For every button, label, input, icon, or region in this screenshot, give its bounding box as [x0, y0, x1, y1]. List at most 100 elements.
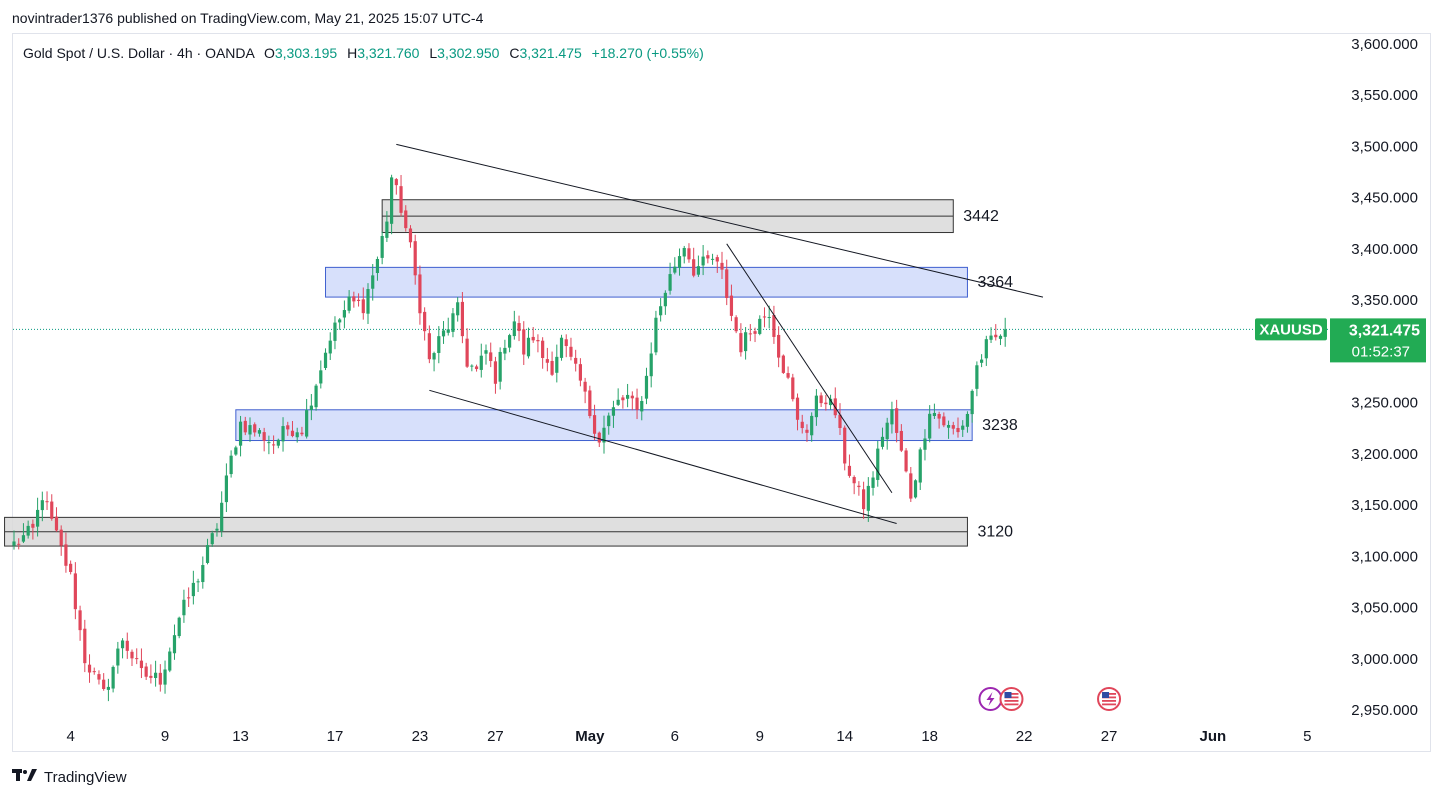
- candle-body: [54, 516, 59, 531]
- candle-body: [626, 394, 630, 399]
- candle-body: [597, 432, 601, 443]
- candle-body: [50, 501, 54, 519]
- candle-body: [498, 351, 502, 382]
- candle-body: [404, 210, 408, 229]
- last-price-tag: [1330, 318, 1426, 363]
- candle-body: [843, 427, 847, 464]
- candle-body: [64, 544, 68, 566]
- candle-body: [725, 269, 729, 298]
- candle-body: [659, 306, 663, 316]
- candle-body: [588, 390, 592, 417]
- candle-body: [734, 317, 738, 332]
- low-value: 3,302.950: [437, 45, 500, 61]
- candle-body: [710, 258, 715, 260]
- candle-body: [281, 426, 285, 442]
- y-axis-tick-label: 3,050.000: [1351, 600, 1418, 617]
- candle-body: [276, 439, 280, 446]
- x-axis-tick-label: Jun: [1200, 728, 1227, 745]
- candle-body: [578, 364, 582, 381]
- candle-body: [78, 610, 82, 631]
- candle-body: [187, 597, 191, 599]
- candle-body: [791, 377, 795, 400]
- candle-body: [338, 319, 342, 323]
- us-flag-icon-stripe: [1102, 703, 1117, 706]
- tradingview-brand[interactable]: TradingView: [12, 768, 127, 786]
- candle-body: [73, 573, 77, 610]
- candle-body: [555, 356, 559, 373]
- trendline-1: [396, 143, 1044, 298]
- candle-body: [928, 413, 932, 439]
- candle-body: [838, 414, 842, 428]
- candle-body: [116, 648, 120, 666]
- candle-body: [866, 485, 870, 511]
- zone-3364: [325, 266, 968, 298]
- candle-body: [512, 321, 516, 337]
- candle-body: [847, 465, 852, 476]
- zone-label-3364: 3364: [977, 274, 1013, 291]
- candle-body: [385, 221, 389, 238]
- candle-body: [673, 266, 677, 273]
- candle-body: [371, 275, 375, 289]
- us-flag-icon-canton: [1004, 692, 1012, 698]
- candle-body: [83, 628, 87, 664]
- candle-body: [607, 415, 611, 427]
- candle-body: [895, 408, 899, 433]
- candle-body: [654, 317, 658, 353]
- tradingview-brand-text: TradingView: [44, 768, 127, 786]
- candle-body: [937, 413, 941, 419]
- candle-body: [135, 658, 139, 660]
- candle-body: [361, 299, 365, 314]
- us-flag-icon-stripe: [1004, 700, 1019, 702]
- candle-body: [602, 427, 606, 443]
- y-axis-tick-label: 3,150.000: [1351, 497, 1418, 514]
- low-label: L: [429, 45, 438, 61]
- candle-body: [824, 402, 828, 405]
- candle-body: [168, 651, 172, 671]
- x-axis-tick-label: 18: [921, 728, 938, 745]
- candle-body: [574, 357, 578, 364]
- candle-body: [984, 339, 988, 359]
- candle-body: [31, 523, 35, 528]
- candle-body: [526, 337, 531, 357]
- candle-body: [729, 295, 734, 316]
- x-axis-tick-label: May: [575, 728, 605, 745]
- candle-body: [772, 315, 776, 337]
- candle-body: [309, 405, 313, 411]
- candle-body: [40, 500, 44, 511]
- zone-label-3442: 3442: [963, 208, 999, 225]
- candle-body: [975, 365, 979, 389]
- candle-body: [172, 635, 177, 654]
- y-axis-tick-label: 3,500.000: [1351, 138, 1418, 155]
- candle-body: [413, 241, 417, 276]
- us-flag-icon-stripe: [1102, 700, 1117, 702]
- candle-body: [267, 442, 271, 444]
- zone-label-3238: 3238: [982, 417, 1018, 434]
- candle-body: [352, 296, 356, 302]
- trendline-2: [429, 389, 897, 525]
- candle-body: [744, 332, 748, 352]
- x-axis-tick-label: 22: [1016, 728, 1033, 745]
- close-value: 3,321.475: [519, 45, 582, 61]
- candle-body: [592, 415, 597, 434]
- candle-body: [59, 529, 63, 546]
- us-flag-icon-stripe: [1004, 703, 1019, 706]
- candle-body: [885, 422, 889, 440]
- candle-body: [781, 355, 785, 373]
- candle-body: [243, 420, 247, 433]
- publish-info: novintrader1376 published on TradingView…: [12, 10, 484, 26]
- lightning-bolt-icon: [986, 692, 995, 706]
- candle-body: [880, 436, 885, 447]
- candle-body: [408, 228, 413, 243]
- candle-body: [946, 424, 951, 428]
- y-axis-tick-label: 3,600.000: [1351, 36, 1418, 53]
- candle-body: [559, 337, 564, 358]
- candle-body: [356, 299, 361, 301]
- candle-body: [687, 248, 691, 260]
- candle-body: [758, 318, 762, 334]
- candle-body: [508, 335, 512, 348]
- candle-body: [522, 329, 526, 355]
- candle-body: [432, 353, 436, 360]
- x-axis-tick-label: 14: [836, 728, 853, 745]
- open-label: O: [263, 45, 275, 61]
